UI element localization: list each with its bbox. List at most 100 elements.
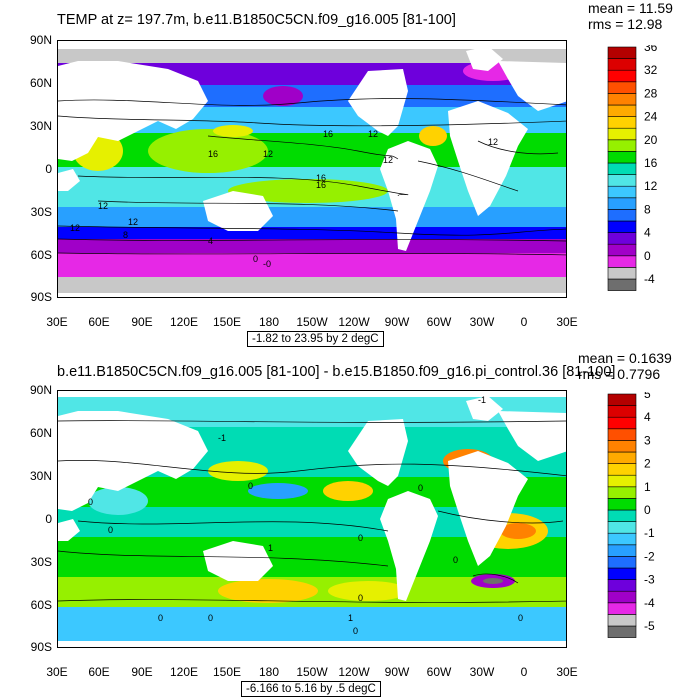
map-plot: -1 0 0 0 1 -1 0 0 0 0 1 0 0 0 0: [57, 390, 567, 648]
contour-label: 1: [348, 613, 353, 623]
contour-label: 12: [488, 137, 498, 147]
contour-label: 0: [88, 497, 93, 507]
colorbar-swatch: [607, 486, 637, 499]
colorbar-swatch: [607, 81, 637, 94]
map-title: TEMP at z= 197.7m, b.e11.B1850C5CN.f09_g…: [57, 12, 456, 28]
colorbar-swatch: [607, 532, 637, 546]
colorbar-swatch: [607, 498, 637, 511]
colorbar-swatch: [607, 474, 637, 488]
lat-label: 90N: [29, 33, 52, 47]
colorbar-swatch: [607, 127, 637, 141]
colorbar-tick-label: 3: [644, 433, 651, 447]
lon-label: 180: [258, 315, 280, 329]
lat-label: 60N: [29, 426, 52, 440]
colorbar-tick-label: 8: [644, 202, 651, 216]
colorbar-swatch: [607, 232, 637, 245]
colorbar-swatch: [607, 243, 637, 257]
colorbar-tick-label: 16: [644, 156, 658, 170]
colorbar-tick-label: -4: [644, 272, 655, 286]
colorbar-tick-label: 28: [644, 86, 658, 100]
panel-temperature: TEMP at z= 197.7m, b.e11.B1850C5CN.f09_g…: [29, 0, 673, 347]
colorbar-tick-label: 5: [644, 392, 651, 401]
lon-label: 60W: [426, 665, 452, 679]
colorbar-swatch: [607, 590, 637, 604]
colorbar-tick-label: 0: [644, 503, 651, 517]
lon-label: 90E: [131, 665, 153, 679]
lat-label: 90S: [30, 640, 52, 654]
contour-label: 12: [368, 129, 378, 139]
contour-label: 0: [358, 533, 363, 543]
colorbar-tick-label: 2: [644, 457, 651, 471]
colorbar-tick-label: -2: [644, 549, 655, 563]
lon-label: 90W: [384, 665, 410, 679]
colorbar-swatch: [607, 220, 637, 233]
colorbar-swatch: [607, 440, 637, 453]
colorbar-swatch: [607, 104, 637, 117]
colorbar-swatch: [607, 278, 637, 291]
colorbar: 36 32 28 24 20 16 12 8 4 0 -4: [607, 45, 658, 291]
colorbar-swatch: [607, 151, 637, 164]
colorbar-tick-label: 1: [644, 480, 651, 494]
colorbar-swatch: [607, 393, 637, 406]
lon-label: 0: [520, 315, 528, 329]
lon-label: 30E: [46, 315, 68, 329]
colorbar-swatch: [607, 116, 637, 129]
colorbar-swatch: [607, 544, 637, 557]
lat-label: 90S: [30, 290, 52, 304]
contour-label: -0: [263, 259, 271, 269]
colorbar-swatch: [607, 185, 637, 199]
lon-label: 60E: [88, 315, 110, 329]
colorbar-swatch: [607, 451, 637, 464]
colorbar: 5 4 3 2 1 0 -1 -2 -3 -4 -5: [607, 392, 655, 638]
colorbar-swatch: [607, 255, 637, 268]
contour-label: 0: [453, 555, 458, 565]
lon-label: 90W: [384, 315, 410, 329]
colorbar-swatch: [607, 428, 637, 441]
lon-label: 150W: [296, 665, 328, 679]
colorbar-swatch: [607, 625, 637, 638]
contour-label: 12: [128, 217, 138, 227]
contour-label: 12: [70, 223, 80, 233]
colorbar-tick-label: 0: [644, 249, 651, 263]
colorbar-tick-label: 20: [644, 133, 658, 147]
contour-label: 12: [98, 201, 108, 211]
contour-label: -1: [218, 433, 226, 443]
colorbar-swatch: [607, 58, 637, 71]
contour-label: 0: [248, 481, 253, 491]
lon-label: 60E: [88, 665, 110, 679]
lon-label: 150W: [296, 315, 328, 329]
lon-label: 30W: [469, 315, 495, 329]
stats-block: mean = 0.1639 rms = 0.7796: [578, 350, 672, 382]
colorbar-tick-label: 24: [644, 110, 658, 124]
colorbar-swatch: [607, 509, 637, 522]
map-title: b.e11.B1850C5CN.f09_g16.005 [81-100] - b…: [57, 364, 616, 380]
lon-label: 90E: [131, 315, 153, 329]
contour-label: 8: [123, 230, 128, 240]
colorbar-swatch: [607, 139, 637, 152]
lon-label: 180: [258, 665, 280, 679]
lon-label: 30W: [469, 665, 495, 679]
colorbar-swatch: [607, 463, 637, 476]
colorbar-swatch: [607, 267, 637, 280]
colorbar-swatch: [607, 602, 637, 615]
mean-value: mean = 11.59: [588, 0, 673, 16]
colorbar-tick-label: 12: [644, 179, 658, 193]
colorbar-swatch: [607, 556, 637, 569]
contour-label: 12: [383, 155, 393, 165]
colorbar-tick-label: -5: [644, 619, 655, 633]
lat-label: 0: [45, 512, 52, 526]
contour-range-label: -6.166 to 5.16 by .5 degC: [241, 681, 381, 697]
lon-label: 150E: [212, 665, 242, 679]
colorbar-swatch: [607, 46, 637, 59]
lon-label: 120W: [338, 665, 370, 679]
contour-label: 0: [418, 483, 423, 493]
contour-label: 12: [263, 149, 273, 159]
lon-label: 0: [520, 665, 528, 679]
colorbar-tick-label: -3: [644, 573, 655, 587]
lon-label: 30E: [556, 665, 578, 679]
colorbar-swatch: [607, 174, 637, 187]
contour-label: 1: [268, 543, 273, 553]
colorbar-swatch: [607, 579, 637, 592]
